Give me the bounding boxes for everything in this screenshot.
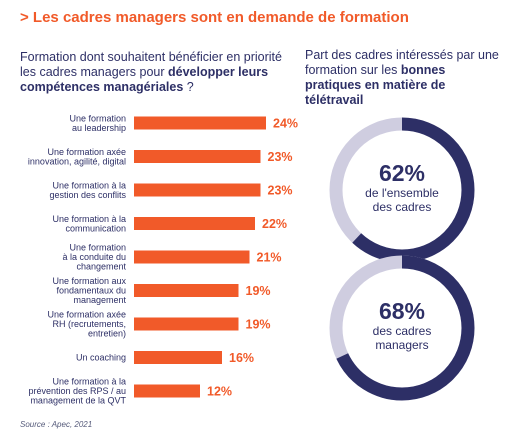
donut-2-label-line-2: managers (375, 338, 429, 352)
bar-category-label-3-line-0: Une formation à la (52, 214, 126, 224)
bar-chart-heading-text: Formation dont souhaitent bénéficier en … (20, 50, 282, 79)
bar-category-label-4-line-1: à la conduite du (62, 252, 126, 262)
bar-8 (134, 384, 200, 398)
bar-category-label-6-line-2: entretien) (88, 329, 126, 339)
donut-2-value-arc (329, 255, 475, 401)
bar-chart-heading-end: ? (183, 80, 194, 94)
bar-category-label-7-line-0: Un coaching (76, 353, 126, 363)
bar-value-label-5: 19% (246, 284, 271, 298)
bar-category-label-1-line-0: Une formation axée (47, 147, 126, 157)
bar-category-label-4-line-0: Une formation (69, 243, 126, 253)
bar-category-label-4-line-2: changement (76, 262, 126, 272)
donut-chart-heading: Part des cadres intéressés par une forma… (305, 48, 505, 108)
bar-chart-heading: Formation dont souhaitent bénéficier en … (20, 50, 290, 95)
bar-3 (134, 217, 255, 230)
bar-4 (134, 250, 250, 264)
bar-1 (134, 150, 261, 163)
bar-category-label-1-line-1: innovation, agilité, digital (28, 156, 126, 166)
bar-7 (134, 351, 222, 364)
donut-1-label-line-1: de l'ensemble (365, 186, 439, 200)
bar-category-label-8-line-0: Une formation à la (52, 377, 126, 387)
bar-category-label-5-line-0: Une formation aux (52, 276, 126, 286)
bar-value-label-2: 23% (268, 184, 293, 198)
bar-category-label-5-line-2: management (73, 295, 126, 305)
bar-6 (134, 317, 239, 331)
page-title: > Les cadres managers sont en demande de… (20, 9, 409, 26)
bar-category-label-0-line-1: au leadership (72, 123, 126, 133)
bar-5 (134, 284, 239, 297)
donut-2-percentage: 68% (378, 298, 426, 324)
bar-category-label-3-line-1: communication (65, 223, 126, 233)
bar-category-label-2-line-1: gestion des conflits (49, 190, 126, 200)
bar-chart-heading-bold: développer leurs compétences managériale… (20, 65, 269, 94)
bar-category-label-6-line-0: Une formation axée (47, 310, 126, 320)
donut-1-center: 62% de l'ensemble des cadres (328, 160, 476, 214)
bar-value-label-3: 22% (262, 217, 287, 231)
donut-1-label-line-2: des cadres (372, 200, 432, 214)
donut-2-svg (329, 255, 475, 401)
donut-2-label-line-1: des cadres (372, 324, 432, 338)
source-note: Source : Apec, 2021 (20, 420, 93, 429)
bar-value-label-8: 12% (207, 385, 232, 399)
donut-chart-heading-text: Part des cadres intéressés par une forma… (305, 48, 499, 77)
bar-2 (134, 183, 261, 197)
bar-category-label-8-line-1: prévention des RPS / au (28, 386, 126, 396)
bar-value-label-4: 21% (257, 251, 282, 265)
bar-value-label-6: 19% (246, 318, 271, 332)
bar-value-label-0: 24% (273, 117, 298, 131)
bar-category-label-0-line-0: Une formation (69, 113, 126, 123)
donut-chart-heading-bold: bonnes pratiques en matière de télétrava… (305, 63, 446, 107)
bar-category-label-8-line-2: management de la QVT (30, 396, 126, 406)
bar-category-label-6-line-1: RH (recrutements, (52, 319, 126, 329)
donut-chart-managers: 68% des cadres managers (328, 254, 476, 402)
bar-category-label-5-line-1: fondamentaux du (56, 286, 126, 296)
bar-0 (134, 116, 266, 130)
donut-2-center: 68% des cadres managers (328, 298, 476, 352)
bar-value-label-7: 16% (229, 351, 254, 365)
bar-category-label-2-line-0: Une formation à la (52, 180, 126, 190)
donut-chart-all-cadres: 62% de l'ensemble des cadres (328, 116, 476, 264)
bar-value-label-1: 23% (268, 150, 293, 164)
donut-1-percentage: 62% (378, 160, 426, 186)
